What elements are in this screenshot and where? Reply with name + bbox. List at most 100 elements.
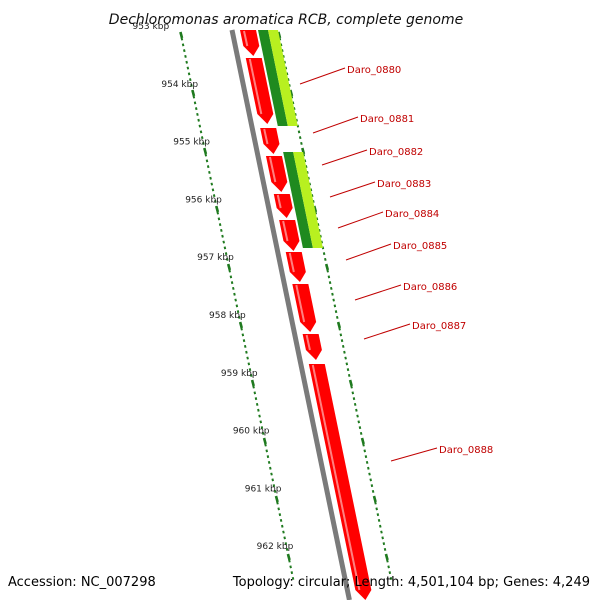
gene-leader-line [312, 116, 359, 134]
gene-arrow [273, 194, 293, 218]
gene-label: Daro_0885 [393, 241, 447, 252]
left-tick-mark [221, 234, 224, 238]
right-tick-mark [374, 501, 377, 505]
right-tick-mark [362, 443, 365, 447]
gene-arrow-highlight [282, 220, 289, 242]
right-tick-mark [286, 78, 290, 82]
accession-text: Accession: NC_007298 [8, 575, 156, 590]
left-tick-mark [206, 165, 210, 169]
right-tick-mark [370, 484, 374, 488]
gene-arrow [260, 128, 280, 154]
scale-label: 962 kbp [257, 542, 294, 552]
right-tick-mark [365, 460, 369, 464]
left-tick-mark [255, 402, 259, 406]
scale-label: 957 kbp [197, 253, 234, 263]
orf-segment-dark [283, 152, 313, 248]
gene-leader-line [345, 243, 392, 261]
right-tick-mark [312, 205, 318, 213]
right-tick-mark [371, 489, 375, 493]
right-tick-mark [333, 304, 337, 308]
right-tick-mark [316, 223, 320, 227]
left-tick-mark [262, 437, 267, 445]
right-tick-mark [331, 292, 334, 296]
left-tick-mark [200, 136, 204, 140]
right-tick-mark [332, 298, 335, 302]
gene-label: Daro_0880 [347, 65, 401, 76]
left-tick-mark [217, 217, 221, 221]
left-tick-mark [252, 385, 255, 389]
left-tick-mark [241, 333, 245, 337]
left-tick-mark [232, 286, 235, 290]
left-tick-mark [191, 89, 196, 97]
left-tick-mark [228, 269, 231, 273]
right-tick-mark [301, 147, 306, 155]
right-tick-mark [356, 414, 359, 418]
right-tick-mark [388, 571, 392, 575]
right-tick-mark [348, 379, 353, 387]
left-tick-mark [259, 420, 263, 424]
left-tick-mark [226, 257, 229, 261]
left-tick-mark [283, 536, 286, 540]
right-tick-mark [320, 240, 323, 244]
left-tick-mark [218, 223, 222, 227]
right-tick-mark [355, 408, 358, 412]
left-tick-mark [202, 141, 205, 145]
right-tick-mark [357, 420, 361, 424]
left-tick-mark [264, 443, 267, 447]
right-tick-mark [340, 339, 344, 343]
left-tick-mark [199, 130, 203, 134]
right-tick-mark [345, 362, 349, 366]
right-tick-mark [364, 455, 368, 459]
left-tick-mark [291, 576, 295, 580]
left-tick-mark [204, 153, 208, 157]
left-tick-mark [288, 559, 291, 563]
right-tick-mark [389, 576, 393, 580]
left-tick-mark [236, 310, 240, 314]
gene-label: Daro_0888 [439, 445, 493, 456]
right-tick-mark [380, 530, 383, 534]
scale-label: 954 kbp [161, 80, 198, 90]
right-tick-mark [338, 327, 341, 331]
left-tick-mark [226, 263, 232, 271]
left-tick-mark [233, 292, 236, 296]
right-tick-mark [319, 234, 322, 238]
right-tick-mark [383, 547, 387, 551]
left-tick-mark [224, 252, 228, 256]
scale-label: 960 kbp [233, 427, 270, 437]
right-tick-mark [303, 159, 307, 163]
gene-leader-line [363, 323, 411, 340]
left-tick-mark [185, 60, 188, 64]
orf-segment-light [293, 152, 323, 248]
gene-arrow [265, 156, 288, 192]
left-tick-mark [254, 397, 258, 401]
left-tick-mark [246, 356, 249, 360]
left-tick-mark [237, 315, 241, 319]
right-tick-mark [312, 199, 315, 203]
left-tick-mark [248, 368, 252, 372]
right-tick-mark [334, 310, 338, 314]
right-tick-mark [315, 217, 319, 221]
right-tick-mark [336, 321, 342, 329]
right-tick-mark [292, 107, 296, 111]
left-tick-mark [271, 478, 274, 482]
right-tick-mark [381, 536, 384, 540]
left-tick-mark [205, 159, 209, 163]
right-tick-mark [277, 31, 282, 39]
gene-leader-line [299, 67, 346, 85]
left-tick-mark [187, 72, 191, 76]
right-tick-mark [359, 431, 363, 435]
scale-label: 953 kbp [132, 22, 169, 32]
left-tick-mark [222, 240, 225, 244]
right-tick-mark [372, 495, 377, 503]
left-tick-mark [240, 327, 243, 331]
left-tick-mark [196, 112, 199, 116]
left-tick-mark [270, 472, 273, 476]
right-tick-mark [387, 565, 390, 569]
right-tick-mark [322, 252, 326, 256]
left-tick-mark [192, 95, 196, 99]
gene-leader-line [354, 284, 402, 301]
left-tick-mark [238, 321, 244, 329]
right-tick-mark [351, 391, 355, 395]
right-tick-mark [347, 373, 351, 377]
